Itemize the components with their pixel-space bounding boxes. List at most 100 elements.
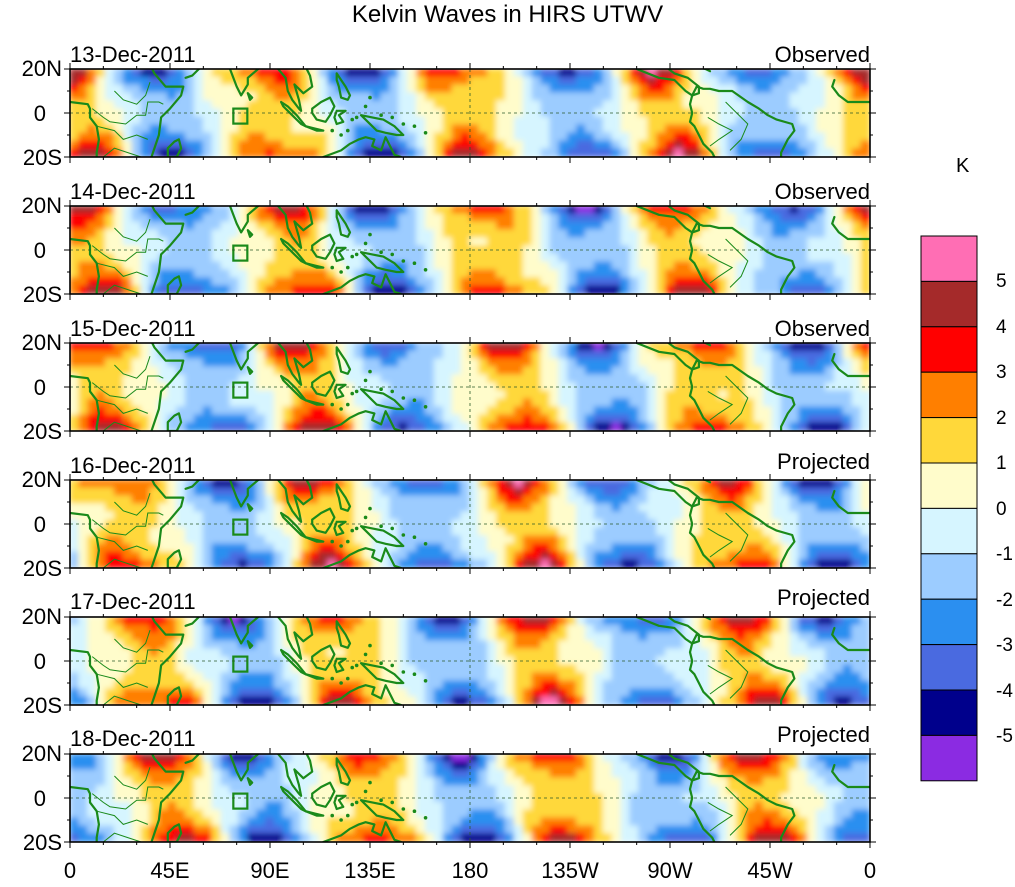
island <box>354 526 359 531</box>
colorbar-swatch <box>920 598 978 646</box>
country-border <box>102 558 142 568</box>
map-panel <box>64 748 876 848</box>
island <box>412 809 417 813</box>
coastline <box>322 821 403 842</box>
country-border <box>707 116 734 147</box>
coastline <box>150 69 185 157</box>
country-border <box>114 356 151 379</box>
colorbar-swatch <box>920 689 978 736</box>
island <box>345 813 350 818</box>
coastline <box>304 536 325 543</box>
panel-kind: Observed <box>774 179 870 204</box>
coastline <box>228 617 260 645</box>
island <box>401 396 406 400</box>
coastline <box>150 206 185 294</box>
country-border <box>725 649 749 699</box>
country-border <box>725 375 749 425</box>
map-panels <box>64 63 876 848</box>
coastline <box>228 69 260 97</box>
island <box>401 533 406 537</box>
island <box>368 506 372 511</box>
colorbar-label: 1 <box>996 453 1007 474</box>
island <box>345 676 350 681</box>
colorbar-label: 2 <box>996 408 1007 429</box>
region-box <box>232 381 249 399</box>
colorbar-label: -5 <box>996 726 1013 747</box>
coastline <box>688 496 716 568</box>
island <box>345 539 350 544</box>
coastline <box>246 366 254 375</box>
country-border <box>96 399 148 414</box>
island <box>350 528 355 533</box>
map-panel <box>64 337 876 437</box>
country-border <box>707 253 734 284</box>
coastline <box>184 617 200 627</box>
coastline <box>688 85 716 157</box>
coastline <box>304 810 325 817</box>
coastline <box>246 640 254 649</box>
island <box>423 816 428 820</box>
lat-label: 20S <box>22 145 62 170</box>
island <box>330 676 335 681</box>
island <box>345 265 350 270</box>
coastline <box>280 100 307 128</box>
coastline <box>280 511 307 539</box>
island <box>368 95 372 100</box>
coastline <box>166 823 183 842</box>
island <box>368 780 372 785</box>
anomaly-field <box>70 69 870 157</box>
colorbar-swatch <box>920 326 978 373</box>
island <box>423 542 428 546</box>
country-border <box>707 390 734 421</box>
coastline <box>150 617 185 705</box>
island <box>423 679 428 683</box>
country-border <box>102 695 142 705</box>
colorbar-label: -1 <box>996 544 1013 565</box>
country-border <box>91 238 164 262</box>
coastline <box>333 657 347 674</box>
coastline <box>695 633 796 705</box>
coastline <box>304 673 325 680</box>
lat-label: 0 <box>33 649 46 674</box>
colorbar-unit: K <box>956 155 970 177</box>
colorbar-swatch <box>920 462 978 509</box>
coastline <box>831 626 870 652</box>
island <box>339 270 343 274</box>
coastline <box>70 374 101 431</box>
coastline <box>246 777 254 786</box>
lon-label: 45W <box>747 858 793 883</box>
map-panel <box>64 611 876 711</box>
coastline <box>228 206 260 234</box>
island <box>350 254 355 259</box>
island <box>379 113 383 117</box>
island <box>350 117 355 122</box>
island <box>354 115 359 120</box>
island <box>350 665 355 670</box>
coastline <box>311 233 336 260</box>
island <box>330 539 335 544</box>
coastline <box>246 503 254 512</box>
island <box>339 133 343 137</box>
country-border <box>102 421 142 431</box>
coastline <box>184 69 200 79</box>
coastline <box>184 754 200 764</box>
panel-date: 15-Dec-2011 <box>70 316 196 341</box>
island <box>339 407 343 411</box>
lat-label: 20S <box>22 830 62 855</box>
coastline <box>322 684 403 705</box>
island <box>423 131 428 135</box>
coastline <box>333 246 347 263</box>
coastline <box>360 662 405 685</box>
island <box>339 818 343 822</box>
island <box>363 104 368 109</box>
colorbar <box>920 235 978 782</box>
coastline <box>311 644 336 671</box>
island <box>350 802 355 807</box>
region-box <box>232 518 249 536</box>
coastline <box>335 757 352 786</box>
coastline <box>166 138 183 157</box>
panel-date: 16-Dec-2011 <box>70 453 196 478</box>
coastline <box>280 785 307 813</box>
coastline <box>831 215 870 241</box>
